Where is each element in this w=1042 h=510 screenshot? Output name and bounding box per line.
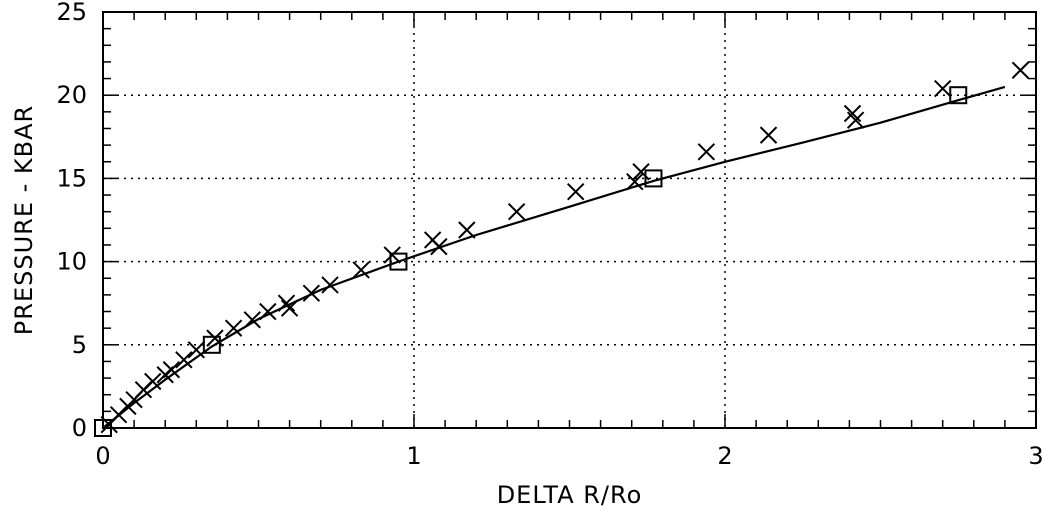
- fit-curve: [102, 85, 1006, 429]
- plot-frame: [102, 11, 1037, 429]
- x-marker-point: [302, 284, 321, 302]
- x-marker-point: [846, 111, 865, 129]
- x-marker-point: [383, 246, 401, 264]
- square-marker-point: [94, 419, 112, 437]
- square-marker-point: [389, 252, 408, 271]
- x-tick-label: 1: [406, 442, 421, 470]
- y-tick-label: 10: [56, 248, 87, 276]
- x-marker-point: [843, 104, 862, 123]
- x-tick-labels: 0 1 2 3: [95, 442, 1042, 470]
- y-tick-label: 25: [56, 0, 87, 26]
- x-marker-point: [1011, 61, 1030, 79]
- y-tick-label: 5: [72, 331, 87, 359]
- x-marker-point: [626, 173, 644, 191]
- x-marker-point: [697, 143, 716, 161]
- y-tick-label: 0: [72, 414, 87, 442]
- x-marker-point: [352, 261, 370, 279]
- square-marker-point: [644, 169, 663, 188]
- x-marker-point: [277, 294, 296, 312]
- x-marker-point: [280, 299, 299, 317]
- x-marker-point: [321, 276, 339, 294]
- x-marker-point: [175, 351, 193, 369]
- y-tick-labels: 0 5 10 15 20 25: [56, 0, 87, 442]
- x-marker-point: [632, 163, 650, 181]
- x-marker-point: [759, 126, 778, 144]
- square-marker-point: [949, 86, 968, 105]
- x-marker-point: [567, 183, 585, 201]
- x-tick-label: 2: [717, 442, 732, 470]
- y-tick-label: 20: [56, 81, 87, 109]
- x-marker-point: [933, 79, 952, 98]
- x-marker-point: [430, 237, 448, 256]
- data-series: [94, 61, 1030, 437]
- grid-lines: [103, 12, 1036, 428]
- x-tick-label: 0: [95, 442, 110, 470]
- x-tick-label: 3: [1028, 442, 1042, 470]
- x-marker-point: [458, 221, 476, 239]
- x-axis-title: DELTA R/Ro: [497, 481, 643, 509]
- x-marker-point: [243, 311, 261, 329]
- x-marker-point: [187, 341, 206, 359]
- x-marker-point: [507, 202, 526, 221]
- x-marker-point: [162, 361, 181, 379]
- x-marker-point: [144, 372, 162, 391]
- y-axis-title: PRESSURE - KBAR: [10, 105, 38, 335]
- square-marker-point: [202, 335, 221, 354]
- x-marker-point: [259, 302, 277, 321]
- minor-ticks: [102, 11, 1037, 429]
- y-tick-label: 15: [56, 164, 87, 192]
- x-marker-point: [224, 319, 243, 337]
